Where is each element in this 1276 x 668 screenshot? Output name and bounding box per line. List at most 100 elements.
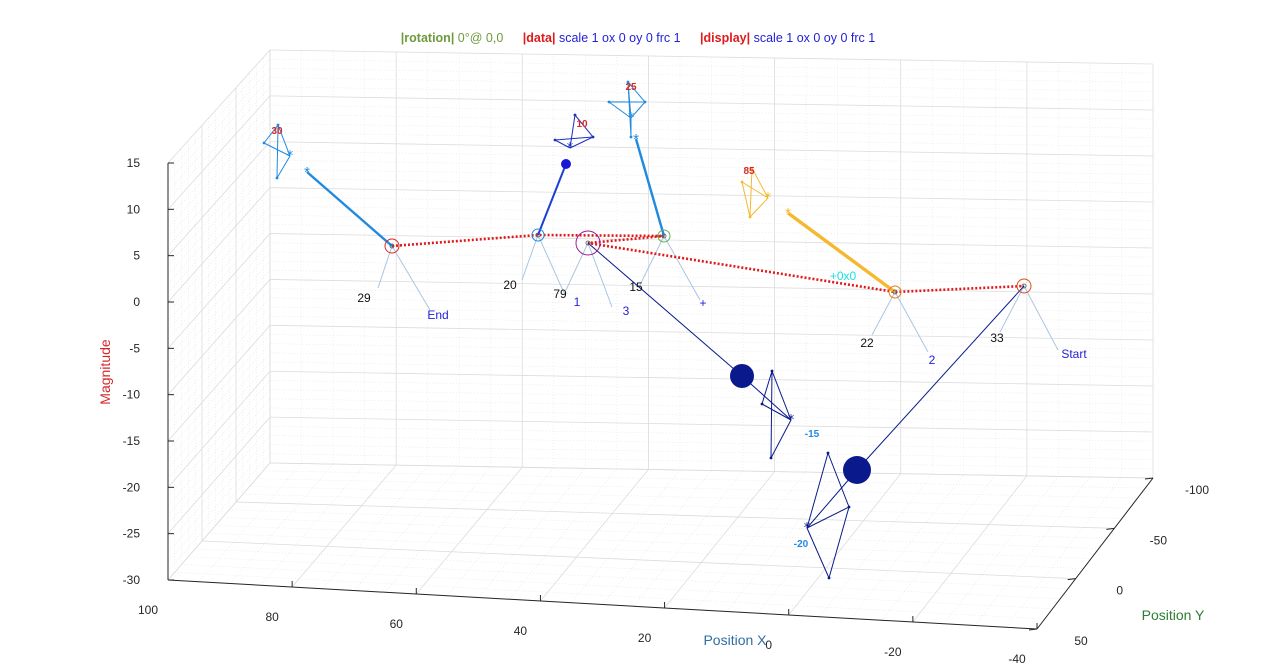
- path-marker: [575, 230, 601, 256]
- back-wall-gridline: [269, 104, 1154, 120]
- cluster-point: [770, 369, 774, 373]
- cluster-line: [277, 124, 291, 157]
- floor-gridline: [819, 474, 933, 617]
- asterisk-marker: *: [765, 191, 772, 206]
- rotation-info: |rotation| 0°@ 0,0: [401, 31, 504, 45]
- left-wall-gridline: [167, 159, 271, 275]
- left-wall-gridline: [167, 435, 271, 553]
- floor-gridline: [222, 517, 1099, 549]
- left-wall-gridline: [167, 123, 271, 238]
- left-wall-gridline: [167, 49, 271, 164]
- left-wall-gridline: [167, 407, 271, 525]
- cluster-point: [740, 180, 744, 184]
- left-wall-gridline: [167, 343, 271, 460]
- point-name-label: +: [699, 296, 706, 310]
- rotation-value: 0°@ 0,0: [457, 31, 504, 45]
- left-wall-gridline: [167, 297, 271, 414]
- left-wall-gridline: [167, 288, 271, 405]
- cluster-10: *: [553, 113, 595, 156]
- cluster-point: [276, 123, 280, 127]
- back-wall-gridline: [269, 187, 1154, 203]
- y-tick-label: -50: [1150, 533, 1168, 547]
- navy-link: [856, 285, 1025, 471]
- cluster-point: [748, 215, 752, 219]
- z-tick-label: 15: [127, 156, 141, 170]
- point-name-label: 1: [574, 295, 581, 309]
- display-value: scale 1 ox 0 oy 0 frc 1: [753, 31, 876, 45]
- y-tick: [1144, 477, 1154, 480]
- left-wall-gridline: [167, 361, 271, 479]
- floor-gridline: [509, 468, 618, 600]
- marker-label: -15: [805, 429, 820, 440]
- back-wall-gridline: [269, 361, 1154, 378]
- cluster-point: [573, 113, 577, 117]
- floor-gridline: [208, 532, 1084, 569]
- blue-dot: [561, 159, 571, 169]
- z-axis-label: Magnitude: [97, 339, 113, 405]
- left-wall-gridline: [167, 169, 271, 284]
- left-wall-gridline: [167, 398, 271, 516]
- y-tick: [1106, 527, 1115, 530]
- back-wall-gridline: [269, 77, 1154, 92]
- floor-gridline: [912, 475, 1028, 623]
- left-wall-gridline: [167, 205, 271, 321]
- x-axis-label: Position X: [703, 632, 767, 648]
- floor-gridline: [242, 493, 1123, 519]
- left-wall-gridline: [167, 306, 271, 423]
- back-wall-gridline: [269, 224, 1154, 240]
- path-marker: [888, 285, 902, 299]
- floor-gridline: [695, 471, 807, 610]
- cluster-line: [806, 506, 850, 529]
- path-value-label: 29: [357, 291, 371, 305]
- back-wall-gridline: [269, 370, 1154, 387]
- path-marker: [657, 229, 671, 243]
- cluster-line: [806, 527, 830, 579]
- back-wall-gridline: [269, 324, 1154, 341]
- asterisk-marker: *: [785, 205, 791, 222]
- path-value-label: 22: [860, 336, 874, 350]
- left-wall-gridline: [167, 426, 271, 544]
- floor-gridline: [478, 468, 586, 598]
- cluster-m20: *: [804, 451, 851, 580]
- floor-gridline: [235, 501, 1115, 529]
- floor-gridline: [1005, 477, 1122, 628]
- x-tick-label: 100: [138, 603, 158, 617]
- data-info: |data| scale 1 ox 0 oy 0 frc 1: [523, 31, 681, 45]
- data-value: scale 1 ox 0 oy 0 frc 1: [558, 31, 681, 45]
- floor-gridline: [195, 548, 1068, 590]
- blue-segment: [537, 163, 567, 236]
- path-marker: [1016, 278, 1032, 294]
- x-tick-label: -20: [884, 645, 902, 659]
- floor-gridline: [943, 476, 1059, 624]
- display-key: |display|: [700, 31, 751, 45]
- x-tick-label: 0: [765, 638, 772, 652]
- orange-segment: [786, 211, 897, 294]
- cluster-30: *: [262, 123, 294, 180]
- cluster-point: [760, 402, 764, 406]
- cluster-point: [591, 135, 595, 139]
- left-wall-gridline: [167, 416, 271, 534]
- path-marker-center: [535, 232, 541, 238]
- x-axis-line: [167, 579, 1038, 630]
- large-dot: [730, 364, 754, 388]
- left-wall-gridline: [167, 68, 271, 182]
- asterisk-marker: *: [304, 164, 310, 181]
- cluster-point: [750, 166, 754, 170]
- cluster-point: [626, 80, 630, 84]
- cluster-point: [275, 176, 279, 180]
- cluster-line: [741, 181, 769, 199]
- back-wall-gridline: [269, 260, 1154, 276]
- left-wall-gridline: [167, 178, 271, 293]
- cluster-point: [262, 141, 266, 145]
- left-wall-gridline: [167, 251, 271, 368]
- y-tick-label: 50: [1074, 634, 1088, 648]
- back-wall-gridline: [269, 58, 1154, 74]
- path-marker: [531, 228, 545, 242]
- cluster-outline: [609, 80, 647, 138]
- left-wall-gridline: [167, 132, 271, 247]
- back-wall-gridline: [269, 380, 1154, 396]
- floor-gridline: [385, 466, 491, 593]
- back-wall-gridline: [269, 214, 1154, 230]
- floor-gridline: [353, 466, 460, 591]
